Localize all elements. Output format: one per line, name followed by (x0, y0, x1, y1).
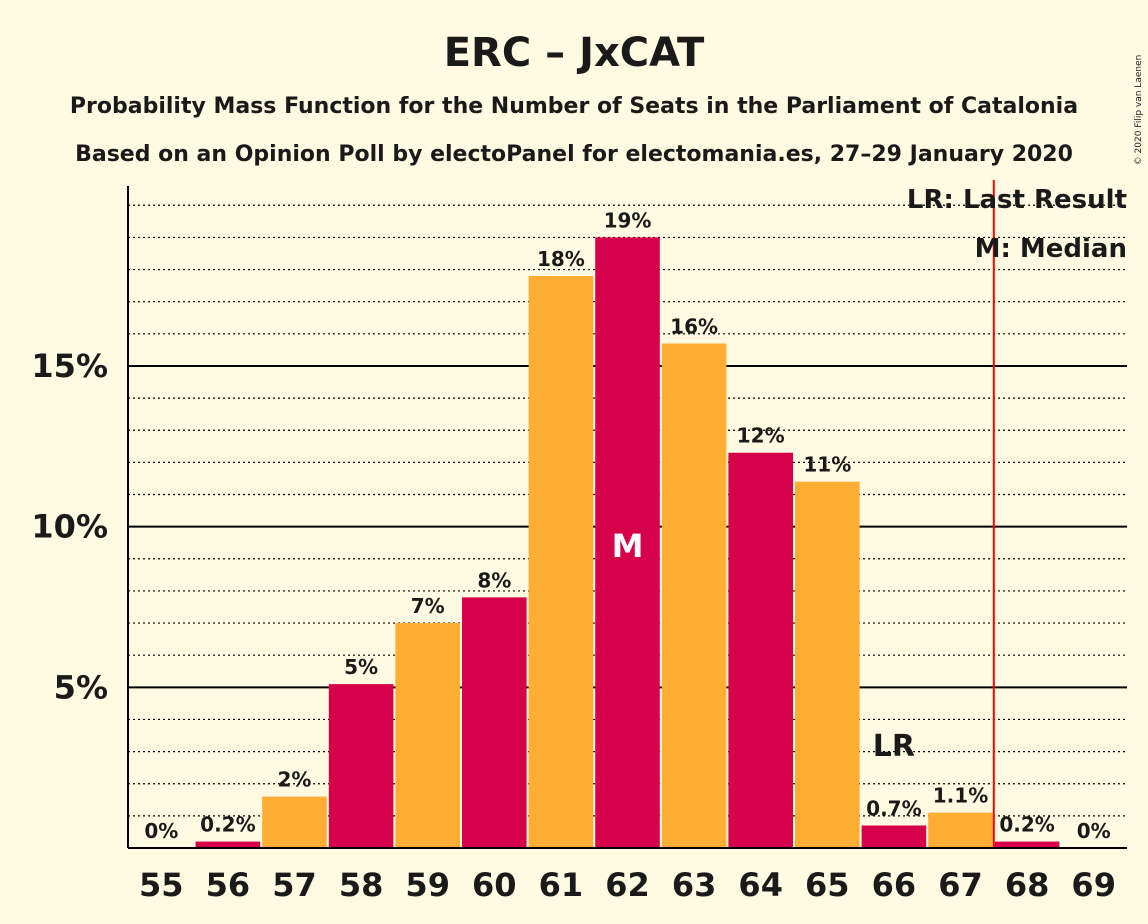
bar-seat-68 (994, 841, 1060, 848)
bars (195, 180, 1060, 848)
bar-value-label: 11% (803, 453, 851, 477)
x-tick-label: 64 (738, 866, 783, 904)
bar-value-label: 8% (477, 568, 511, 592)
x-tick-label: 66 (872, 866, 917, 904)
bar-labels: 0% 55 0.2% 56 2% 57 5% 58 7% 59 8% 60 18% 61 19% 62 16% 6… (139, 208, 1116, 904)
bar-value-label: 16% (670, 314, 718, 338)
last-result-marker: LR (873, 729, 915, 764)
y-tick-label: 15% (31, 347, 108, 385)
x-tick-label: 55 (139, 866, 184, 904)
legend-last-result: LR: Last Result (907, 185, 1127, 215)
y-tick-label: 10% (31, 508, 108, 546)
axes (127, 186, 1127, 849)
copyright-notice: © 2020 Filip van Laenen (1134, 55, 1144, 166)
x-tick-label: 62 (605, 866, 650, 904)
bar-value-label: 2% (278, 768, 312, 792)
bar-value-label: 7% (411, 594, 445, 618)
bar-seat-63 (661, 343, 727, 848)
bar-value-label: 5% (344, 655, 378, 679)
x-tick-label: 65 (805, 866, 850, 904)
x-tick-label: 63 (672, 866, 717, 904)
bar-value-label: 19% (604, 208, 652, 232)
bar-value-label: 0.2% (999, 813, 1054, 837)
x-tick-label: 67 (938, 866, 983, 904)
bar-seat-59 (395, 623, 460, 848)
bar-seat-64 (728, 452, 793, 848)
bar-value-label: 0.2% (200, 813, 255, 837)
x-tick-label: 59 (405, 866, 450, 904)
bar-value-label: 0.7% (866, 797, 921, 821)
bar-seat-57 (262, 796, 327, 848)
bar-seat-60 (462, 597, 527, 848)
bar-seat-67 (928, 812, 993, 848)
bar-seat-66 (861, 825, 927, 848)
x-tick-label: 68 (1005, 866, 1050, 904)
bar-seat-58 (328, 684, 394, 848)
bar-value-label: 18% (537, 247, 585, 271)
x-tick-label: 57 (272, 866, 317, 904)
median-marker: M (612, 527, 644, 565)
bar-seat-61 (528, 275, 594, 848)
bar-value-label: 12% (737, 424, 785, 448)
x-tick-label: 58 (339, 866, 384, 904)
bar-seat-56 (195, 841, 261, 848)
legend-median: M: Median (975, 234, 1127, 264)
bar-value-label: 0% (1077, 819, 1111, 843)
bar-seat-65 (795, 481, 860, 848)
y-tick-label: 5% (54, 668, 108, 706)
bar-value-label: 0% (144, 819, 178, 843)
chart-subtitle-2: Based on an Opinion Poll by electoPanel … (75, 142, 1073, 167)
x-tick-label: 60 (472, 866, 517, 904)
bar-value-label: 1.1% (933, 784, 988, 808)
chart-title: ERC – JxCAT (444, 30, 705, 76)
x-tick-label: 56 (206, 866, 251, 904)
x-tick-label: 61 (539, 866, 584, 904)
x-tick-label: 69 (1071, 866, 1116, 904)
chart-subtitle-1: Probability Mass Function for the Number… (70, 94, 1078, 119)
bar-seat-62 (595, 237, 660, 848)
